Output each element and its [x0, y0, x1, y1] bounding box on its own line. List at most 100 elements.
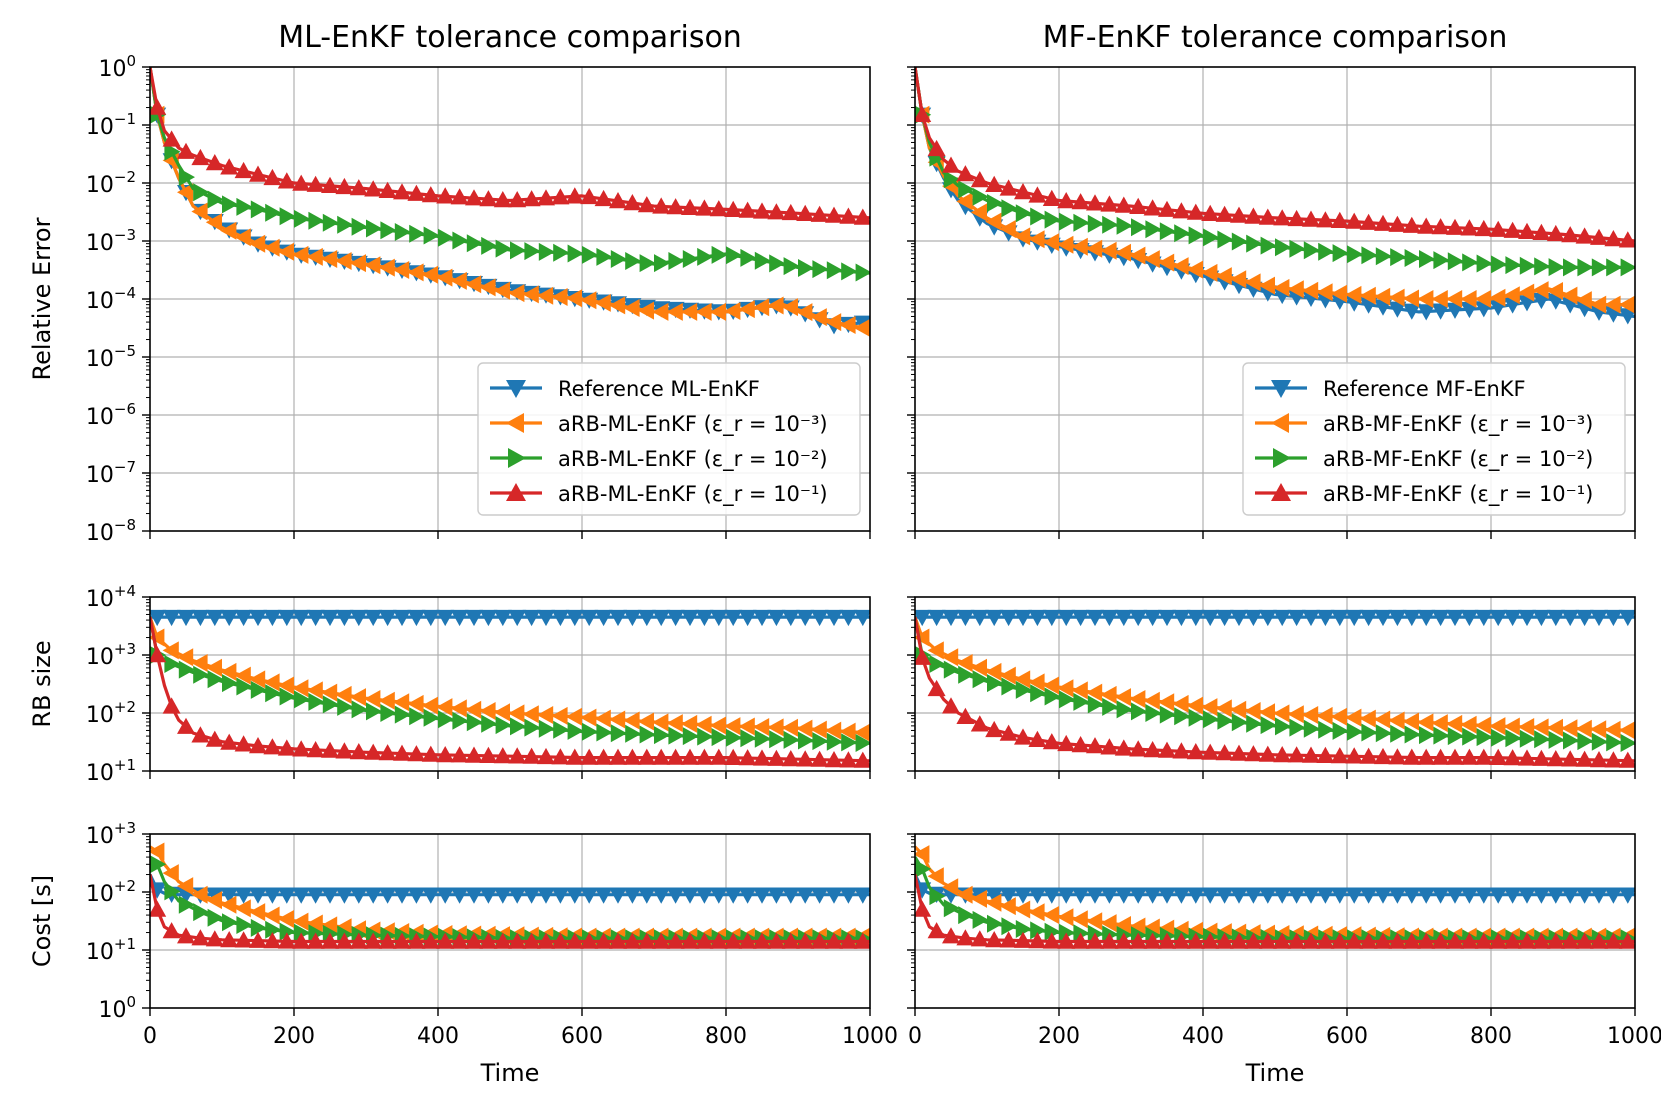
data-point — [796, 887, 815, 904]
data-point — [1042, 609, 1061, 627]
data-point — [1215, 267, 1232, 286]
data-point — [421, 186, 440, 203]
data-point — [1302, 609, 1320, 627]
data-point — [972, 187, 989, 206]
data-point — [682, 250, 699, 268]
data-point — [1316, 211, 1335, 228]
data-point — [1390, 248, 1407, 267]
data-point — [1042, 233, 1059, 252]
data-point — [724, 887, 743, 904]
data-point — [943, 170, 960, 189]
data-point — [1215, 932, 1234, 949]
data-point — [956, 885, 973, 904]
data-point — [205, 658, 222, 677]
data-point — [1186, 743, 1205, 760]
data-point — [1100, 685, 1117, 704]
series-2 — [915, 66, 1635, 277]
data-point — [481, 236, 498, 255]
data-point — [1231, 713, 1248, 732]
data-point — [1114, 243, 1131, 262]
data-point — [193, 903, 210, 922]
data-point — [1042, 676, 1059, 695]
data-point — [1474, 887, 1493, 904]
data-point — [479, 278, 496, 297]
data-point — [1059, 690, 1076, 709]
data-point — [915, 859, 932, 878]
data-point — [652, 932, 671, 949]
data-point — [1546, 932, 1565, 949]
data-point — [1086, 683, 1103, 702]
data-point — [222, 674, 239, 693]
data-point — [349, 932, 368, 949]
data-point — [277, 887, 296, 904]
data-point — [1071, 887, 1090, 904]
y-ticks — [142, 833, 150, 1009]
data-point — [1446, 887, 1464, 904]
data-point — [839, 751, 858, 768]
data-point — [508, 932, 527, 949]
series-3 — [915, 616, 1635, 768]
data-point — [740, 248, 757, 267]
data-point — [1230, 270, 1247, 289]
data-point — [178, 168, 195, 187]
data-point — [987, 914, 1004, 933]
data-point — [1071, 193, 1090, 210]
data-point — [623, 932, 642, 949]
legend-label: Reference ML-EnKF — [558, 377, 760, 401]
data-point — [767, 203, 786, 220]
data-point — [623, 887, 642, 904]
data-point — [1086, 912, 1103, 931]
data-point — [1114, 739, 1133, 756]
data-point — [205, 213, 222, 232]
data-point — [637, 712, 654, 731]
data-point — [985, 887, 1004, 904]
data-point — [681, 198, 699, 215]
data-point — [609, 710, 626, 729]
legend-item: aRB-MF-EnKF (ε_r = 10⁻¹) — [1255, 482, 1593, 507]
data-point — [1618, 231, 1635, 248]
data-point — [1158, 253, 1175, 272]
series-3 — [915, 874, 1635, 949]
data-point — [1388, 301, 1407, 318]
data-point — [796, 609, 815, 627]
data-point — [942, 697, 960, 714]
data-point — [1388, 288, 1405, 307]
data-point — [306, 175, 325, 192]
data-point — [1172, 609, 1191, 627]
data-point — [726, 728, 743, 747]
data-point — [465, 609, 483, 627]
tick-exponent: +2 — [114, 698, 136, 716]
data-point — [1402, 712, 1419, 731]
data-point — [942, 878, 959, 897]
data-point — [1114, 916, 1131, 934]
series-2 — [150, 616, 870, 752]
data-point — [565, 887, 584, 904]
data-point — [927, 609, 946, 627]
data-point — [1172, 887, 1191, 904]
data-point — [493, 747, 512, 764]
data-point — [279, 922, 296, 941]
data-point — [927, 922, 946, 939]
data-point — [321, 176, 339, 193]
data-point — [1217, 230, 1234, 249]
data-point — [1188, 226, 1205, 245]
data-point — [1114, 932, 1133, 949]
data-point — [337, 215, 354, 234]
data-point — [1433, 251, 1450, 270]
data-point — [1028, 887, 1047, 904]
data-point — [999, 887, 1018, 904]
data-point — [1316, 283, 1333, 302]
data-point — [1044, 210, 1061, 229]
data-point — [826, 261, 843, 280]
data-point — [249, 670, 266, 689]
data-point — [798, 259, 815, 277]
data-point — [423, 226, 440, 245]
data-point — [915, 648, 932, 665]
data-point — [465, 189, 483, 206]
tick-base: 10 — [86, 940, 114, 965]
data-point — [1057, 908, 1074, 927]
series-0 — [915, 609, 1635, 627]
data-point — [853, 932, 870, 949]
legend-marker — [1271, 380, 1291, 398]
